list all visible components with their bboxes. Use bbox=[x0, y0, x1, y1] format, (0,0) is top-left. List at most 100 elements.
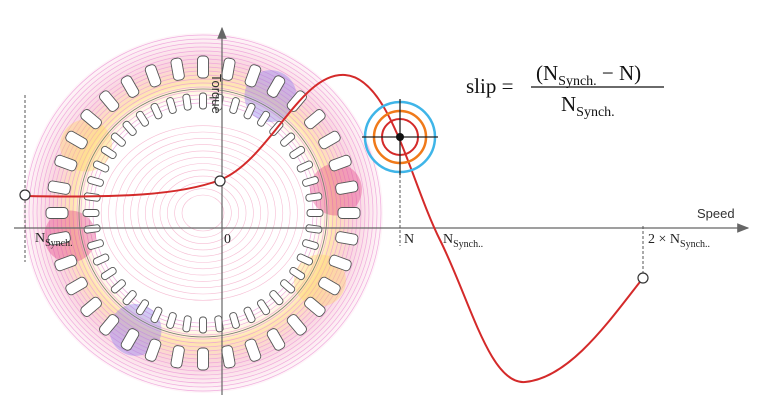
slot bbox=[280, 132, 296, 147]
field-contour bbox=[137, 156, 269, 270]
slot bbox=[197, 55, 209, 79]
slot bbox=[87, 176, 104, 187]
field-contour bbox=[181, 194, 225, 232]
slot bbox=[328, 154, 352, 172]
tick-label: NSynch.. bbox=[443, 232, 483, 250]
formula-numerator: (NSynch. − N) bbox=[536, 61, 641, 89]
slot bbox=[318, 130, 341, 150]
slot bbox=[197, 347, 209, 371]
slot bbox=[54, 254, 78, 272]
slot bbox=[304, 296, 326, 317]
slot bbox=[122, 290, 137, 306]
field-contour bbox=[152, 169, 254, 257]
slot bbox=[182, 93, 192, 111]
field-contour bbox=[100, 125, 306, 301]
slot bbox=[280, 279, 296, 294]
field-contour bbox=[72, 82, 334, 344]
slot bbox=[244, 338, 262, 362]
field-contour bbox=[159, 175, 247, 251]
slot bbox=[120, 75, 140, 98]
slot bbox=[335, 180, 359, 195]
field-contour bbox=[80, 90, 326, 336]
field-contour bbox=[44, 54, 362, 372]
slot bbox=[170, 345, 185, 369]
curve-point bbox=[19, 189, 31, 201]
slot bbox=[266, 328, 286, 351]
curve-point bbox=[214, 175, 226, 187]
slot bbox=[80, 109, 102, 130]
field-contour bbox=[68, 78, 338, 348]
slot bbox=[256, 110, 271, 127]
slot bbox=[296, 160, 314, 173]
slot bbox=[318, 276, 341, 296]
slot bbox=[243, 102, 256, 120]
y-axis-label: Torque bbox=[209, 74, 224, 114]
slot bbox=[221, 345, 236, 369]
slot bbox=[100, 266, 117, 281]
field-contour bbox=[144, 163, 262, 263]
slot bbox=[256, 299, 271, 316]
field-contour bbox=[40, 50, 366, 376]
slot bbox=[286, 90, 307, 112]
tick-label: 0 bbox=[224, 232, 231, 247]
slot bbox=[166, 97, 177, 114]
field-contour bbox=[130, 150, 276, 276]
tick-label: 2 × NSynch.. bbox=[648, 232, 710, 250]
slot bbox=[144, 64, 162, 88]
field-contour bbox=[76, 86, 330, 340]
slot bbox=[144, 338, 162, 362]
operating-point bbox=[362, 99, 438, 175]
slot bbox=[87, 239, 104, 250]
slot bbox=[65, 276, 88, 296]
slot bbox=[199, 316, 207, 334]
field-contour bbox=[32, 42, 374, 384]
curve-point bbox=[637, 272, 649, 284]
slot bbox=[120, 328, 140, 351]
field-contour bbox=[108, 131, 298, 295]
slot bbox=[296, 253, 314, 266]
slot bbox=[45, 207, 69, 219]
slot bbox=[170, 57, 185, 81]
slot bbox=[110, 132, 126, 147]
slot bbox=[289, 145, 306, 160]
formula-denominator: NSynch. bbox=[561, 92, 615, 120]
slot bbox=[229, 97, 240, 114]
slot bbox=[99, 314, 120, 336]
slot bbox=[65, 130, 88, 150]
slot bbox=[135, 110, 150, 127]
field-contour bbox=[115, 138, 291, 288]
slot bbox=[54, 154, 78, 172]
slot bbox=[266, 75, 286, 98]
slot bbox=[47, 180, 71, 195]
slot bbox=[82, 209, 100, 217]
slot bbox=[92, 160, 110, 173]
formula-lhs: slip = bbox=[466, 74, 513, 98]
slot bbox=[335, 231, 359, 246]
slot bbox=[150, 306, 163, 324]
slot bbox=[305, 192, 323, 202]
slot bbox=[135, 299, 150, 316]
slot bbox=[47, 231, 71, 246]
rotor-edge bbox=[78, 88, 328, 338]
slot bbox=[166, 312, 177, 329]
slot bbox=[286, 314, 307, 336]
field-contour bbox=[28, 38, 378, 388]
field-contour bbox=[122, 144, 284, 282]
slot bbox=[269, 290, 284, 306]
slot bbox=[328, 254, 352, 272]
slot bbox=[243, 306, 256, 324]
slot bbox=[99, 90, 120, 112]
slot bbox=[110, 279, 126, 294]
field-contour bbox=[167, 182, 240, 244]
tick-label: N bbox=[404, 232, 414, 247]
slot bbox=[80, 296, 102, 317]
field-glow bbox=[23, 33, 383, 393]
slot bbox=[304, 109, 326, 130]
tick-label: NSynch. bbox=[35, 231, 73, 249]
slot bbox=[150, 102, 163, 120]
field-contour bbox=[36, 46, 370, 380]
slot bbox=[337, 207, 361, 219]
slot bbox=[92, 253, 110, 266]
slot bbox=[289, 266, 306, 281]
